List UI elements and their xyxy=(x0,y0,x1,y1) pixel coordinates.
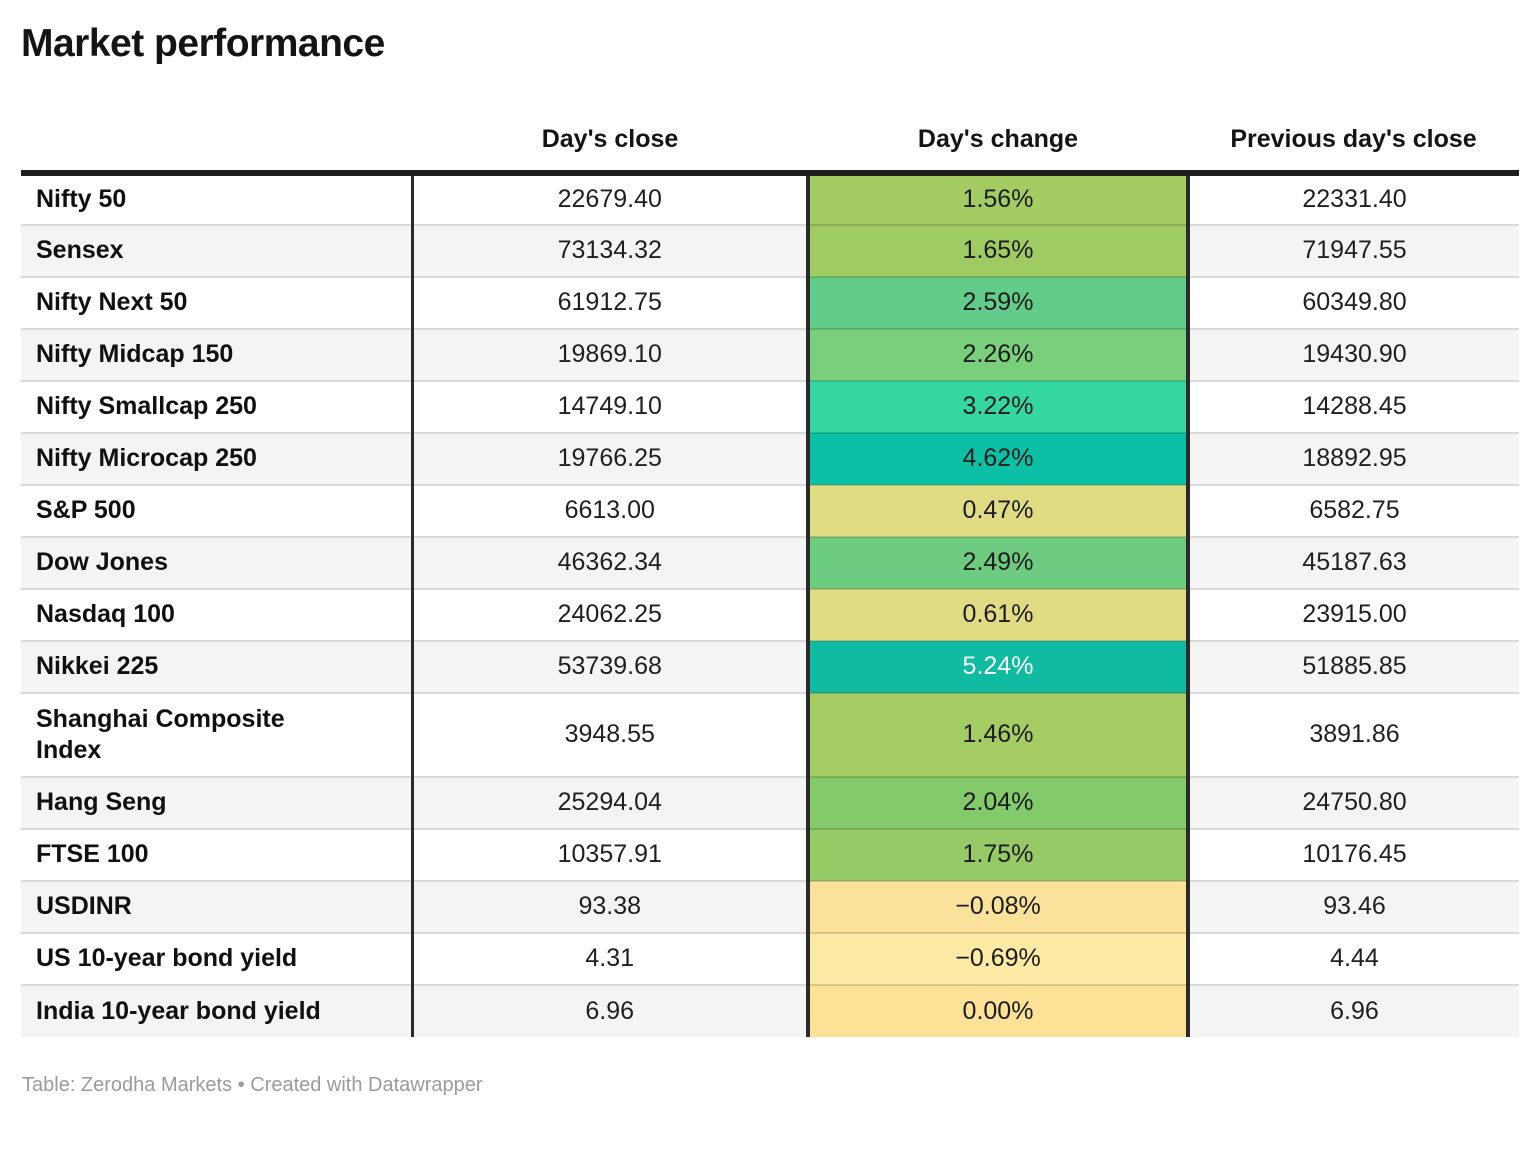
datawrapper-table-widget: Market performance Day's close Day's cha… xyxy=(21,22,1519,1096)
days-close-cell: 14749.10 xyxy=(412,379,808,433)
table-row: US 10-year bond yield 4.31 −0.69% 4.44 xyxy=(21,931,1519,985)
days-close-cell: 61912.75 xyxy=(412,275,808,329)
days-change-cell: −0.69% xyxy=(806,931,1190,985)
days-close-cell: 53739.68 xyxy=(412,639,808,693)
column-header-days-change: Day's change xyxy=(808,66,1188,176)
days-change-cell: 2.26% xyxy=(806,327,1190,381)
days-close-cell: 25294.04 xyxy=(412,775,808,829)
days-change-cell: 2.04% xyxy=(806,775,1190,829)
table-row: Nikkei 225 53739.68 5.24% 51885.85 xyxy=(21,639,1519,693)
days-close-cell: 10357.91 xyxy=(412,827,808,881)
days-close-cell: 19766.25 xyxy=(412,431,808,485)
days-change-cell: 1.75% xyxy=(806,827,1190,881)
previous-close-cell: 22331.40 xyxy=(1302,185,1407,214)
table-row: Shanghai Composite Index 3948.55 1.46% 3… xyxy=(21,691,1519,777)
row-label: Hang Seng xyxy=(21,775,414,829)
previous-close-cell: 93.46 xyxy=(1188,879,1519,933)
table-row: Nifty 50 22679.40 1.56% 22331.40 xyxy=(21,172,1519,225)
table-row: Nifty Next 50 61912.75 2.59% 60349.80 xyxy=(21,275,1519,329)
table-row: USDINR 93.38 −0.08% 93.46 xyxy=(21,879,1519,933)
row-label: Nasdaq 100 xyxy=(21,587,414,641)
row-label: Nifty 50 xyxy=(21,172,414,225)
days-close-cell: 3948.55 xyxy=(412,691,808,777)
previous-close-cell: 14288.45 xyxy=(1188,379,1519,433)
days-change-cell: 1.46% xyxy=(806,691,1190,777)
days-close-cell: 19869.10 xyxy=(412,327,808,381)
row-label: USDINR xyxy=(21,879,414,933)
previous-close-cell: 10176.45 xyxy=(1188,827,1519,881)
days-close-cell: 6.96 xyxy=(412,983,808,1037)
previous-close-cell: 19430.90 xyxy=(1188,327,1519,381)
days-change-cell: 0.61% xyxy=(806,587,1190,641)
column-header-empty xyxy=(21,66,412,176)
column-header-previous-close: Previous day's close xyxy=(1188,66,1519,176)
previous-close-cell: 60349.80 xyxy=(1188,275,1519,329)
days-change-cell: 0.47% xyxy=(806,483,1190,537)
previous-close-cell: 6.96 xyxy=(1188,983,1519,1037)
days-close-cell: 73134.32 xyxy=(412,223,808,277)
previous-close-cell: 18892.95 xyxy=(1188,431,1519,485)
days-change-cell: 1.56% xyxy=(806,172,1190,225)
previous-close-cell: 24750.80 xyxy=(1188,775,1519,829)
table-source-attribution: Table: Zerodha Markets • Created with Da… xyxy=(22,1073,483,1096)
row-label: India 10-year bond yield xyxy=(21,983,414,1037)
days-change-cell: 0.00% xyxy=(806,983,1190,1037)
row-label: FTSE 100 xyxy=(21,827,414,881)
table-header: Day's close Day's change Previous day's … xyxy=(21,66,1519,176)
row-label: Nikkei 225 xyxy=(21,639,414,693)
table-row: Hang Seng 25294.04 2.04% 24750.80 xyxy=(21,775,1519,829)
days-close-cell: 46362.34 xyxy=(412,535,808,589)
previous-close-cell: 45187.63 xyxy=(1188,535,1519,589)
page-title: Market performance xyxy=(21,22,385,65)
row-label: Nifty Smallcap 250 xyxy=(21,379,414,433)
row-label: Dow Jones xyxy=(21,535,414,589)
days-close-cell: 24062.25 xyxy=(412,587,808,641)
previous-close-cell: 3891.86 xyxy=(1188,691,1519,777)
row-label: Nifty Next 50 xyxy=(21,275,414,329)
table-row: India 10-year bond yield 6.96 0.00% 6.96 xyxy=(21,983,1519,1037)
row-label: S&P 500 xyxy=(21,483,414,537)
column-header-days-close: Day's close xyxy=(412,66,808,176)
previous-close-cell: 23915.00 xyxy=(1188,587,1519,641)
days-change-cell: 4.62% xyxy=(806,431,1190,485)
row-label: US 10-year bond yield xyxy=(21,931,414,985)
table-row: Dow Jones 46362.34 2.49% 45187.63 xyxy=(21,535,1519,589)
days-close-cell: 22679.40 xyxy=(557,185,662,214)
days-change-cell: 3.22% xyxy=(806,379,1190,433)
days-close-cell: 93.38 xyxy=(412,879,808,933)
previous-close-cell: 6582.75 xyxy=(1188,483,1519,537)
table-row: S&P 500 6613.00 0.47% 6582.75 xyxy=(21,483,1519,537)
table-row: FTSE 100 10357.91 1.75% 10176.45 xyxy=(21,827,1519,881)
row-label: Shanghai Composite Index xyxy=(21,691,414,777)
days-change-cell: 5.24% xyxy=(806,639,1190,693)
days-change-cell: 2.49% xyxy=(806,535,1190,589)
previous-close-cell: 71947.55 xyxy=(1188,223,1519,277)
table-row: Nifty Smallcap 250 14749.10 3.22% 14288.… xyxy=(21,379,1519,433)
days-change-cell: 2.59% xyxy=(806,275,1190,329)
row-label: Nifty Microcap 250 xyxy=(21,431,414,485)
table-row: Nifty Midcap 150 19869.10 2.26% 19430.90 xyxy=(21,327,1519,381)
days-change-cell: 1.65% xyxy=(806,223,1190,277)
row-label: Nifty Midcap 150 xyxy=(21,327,414,381)
table-row: Nifty Microcap 250 19766.25 4.62% 18892.… xyxy=(21,431,1519,485)
previous-close-cell: 4.44 xyxy=(1188,931,1519,985)
table-row: Sensex 73134.32 1.65% 71947.55 xyxy=(21,223,1519,277)
days-close-cell: 6613.00 xyxy=(412,483,808,537)
previous-close-cell: 51885.85 xyxy=(1188,639,1519,693)
market-performance-table: Day's close Day's change Previous day's … xyxy=(21,66,1519,1037)
days-change-cell: −0.08% xyxy=(806,879,1190,933)
table-row: Nasdaq 100 24062.25 0.61% 23915.00 xyxy=(21,587,1519,641)
row-label: Sensex xyxy=(21,223,414,277)
days-close-cell: 4.31 xyxy=(412,931,808,985)
